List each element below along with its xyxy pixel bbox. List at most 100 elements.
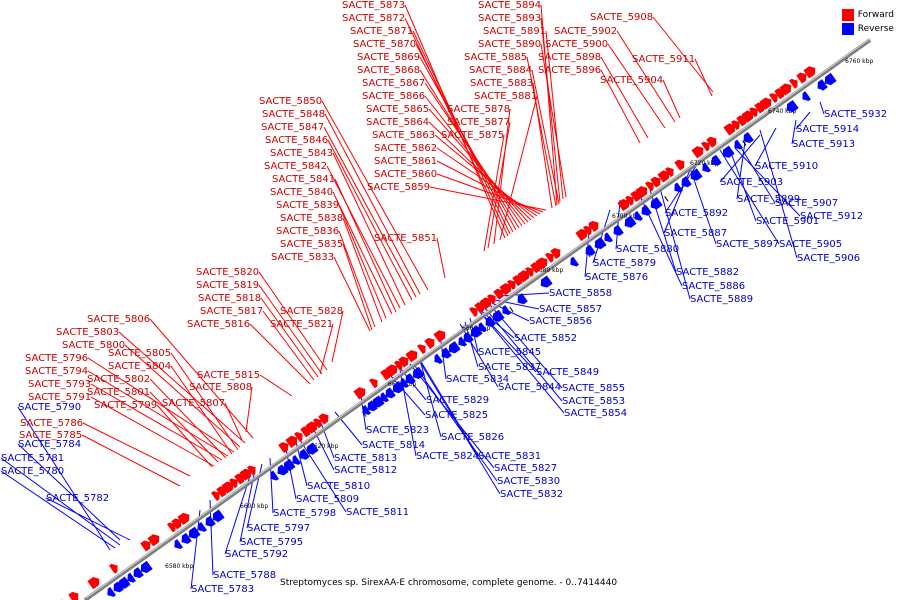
reverse-gene-label[interactable]: SACTE_5811	[346, 507, 409, 518]
forward-gene-arrow[interactable]	[674, 159, 685, 171]
reverse-gene-label[interactable]: SACTE_5831	[478, 451, 541, 462]
forward-gene-label[interactable]: SACTE_5900	[545, 39, 608, 50]
reverse-gene-arrow[interactable]	[570, 256, 579, 267]
reverse-gene-label[interactable]: SACTE_5857	[539, 304, 602, 315]
forward-gene-arrow[interactable]	[234, 473, 245, 485]
forward-gene-label[interactable]: SACTE_5862	[374, 143, 437, 154]
reverse-gene-label[interactable]: SACTE_5826	[441, 432, 504, 443]
forward-gene-label[interactable]: SACTE_5848	[262, 109, 325, 120]
forward-gene-arrow[interactable]	[575, 228, 588, 242]
forward-gene-label[interactable]: SACTE_5851	[374, 233, 437, 244]
forward-gene-arrow[interactable]	[68, 591, 79, 600]
reverse-gene-label[interactable]: SACTE_5912	[800, 211, 863, 222]
reverse-gene-label[interactable]: SACTE_5810	[307, 481, 370, 492]
forward-gene-arrow[interactable]	[779, 83, 792, 96]
reverse-gene-label[interactable]: SACTE_5809	[296, 494, 359, 505]
forward-gene-label[interactable]: SACTE_5868	[357, 65, 420, 76]
reverse-gene-label[interactable]: SACTE_5837	[478, 362, 541, 373]
forward-gene-label[interactable]: SACTE_5847	[261, 122, 324, 133]
forward-gene-arrow[interactable]	[635, 186, 648, 199]
reverse-gene-arrow[interactable]	[517, 293, 528, 305]
forward-gene-label[interactable]: SACTE_5846	[265, 135, 328, 146]
forward-gene-label[interactable]: SACTE_5863	[372, 130, 435, 141]
reverse-gene-label[interactable]: SACTE_5852	[514, 333, 577, 344]
reverse-gene-arrow[interactable]	[641, 204, 652, 216]
forward-gene-label[interactable]: SACTE_5865	[366, 104, 429, 115]
reverse-gene-arrow[interactable]	[624, 215, 637, 228]
reverse-gene-label[interactable]: SACTE_5813	[334, 453, 397, 464]
reverse-gene-label[interactable]: SACTE_5783	[191, 584, 254, 595]
reverse-gene-arrow[interactable]	[540, 275, 553, 288]
reverse-gene-arrow[interactable]	[690, 168, 703, 181]
forward-gene-arrow[interactable]	[313, 418, 322, 429]
forward-gene-arrow[interactable]	[759, 97, 772, 110]
forward-gene-arrow[interactable]	[353, 387, 366, 400]
reverse-gene-arrow[interactable]	[604, 232, 613, 243]
forward-gene-arrow[interactable]	[239, 468, 252, 481]
forward-gene-arrow[interactable]	[417, 344, 426, 355]
forward-gene-label[interactable]: SACTE_5860	[374, 169, 437, 180]
forward-gene-arrow[interactable]	[535, 257, 548, 270]
forward-gene-arrow[interactable]	[216, 486, 227, 498]
forward-gene-label[interactable]: SACTE_5803	[56, 327, 119, 338]
forward-gene-arrow[interactable]	[433, 330, 446, 343]
forward-gene-label[interactable]: SACTE_5902	[554, 26, 617, 37]
reverse-gene-arrow[interactable]	[412, 366, 425, 379]
forward-gene-label[interactable]: SACTE_5796	[25, 353, 88, 364]
forward-gene-arrow[interactable]	[87, 577, 100, 590]
forward-gene-arrow[interactable]	[645, 181, 654, 192]
forward-gene-arrow[interactable]	[469, 307, 478, 317]
forward-gene-label[interactable]: SACTE_5785	[19, 430, 82, 441]
reverse-gene-label[interactable]: SACTE_5856	[529, 316, 592, 327]
reverse-gene-label[interactable]: SACTE_5780	[1, 466, 64, 477]
reverse-gene-arrow[interactable]	[292, 454, 301, 465]
forward-gene-arrow[interactable]	[736, 115, 747, 127]
reverse-gene-label[interactable]: SACTE_5903	[720, 177, 783, 188]
forward-gene-arrow[interactable]	[550, 248, 561, 260]
forward-gene-label[interactable]: SACTE_5864	[366, 117, 429, 128]
reverse-gene-arrow[interactable]	[702, 162, 711, 173]
reverse-gene-arrow[interactable]	[711, 154, 722, 166]
reverse-gene-arrow[interactable]	[502, 305, 511, 316]
reverse-gene-label[interactable]: SACTE_5827	[494, 463, 557, 474]
forward-gene-arrow[interactable]	[774, 88, 785, 100]
forward-gene-label[interactable]: SACTE_5836	[276, 226, 339, 237]
forward-gene-label[interactable]: SACTE_5815	[197, 370, 260, 381]
reverse-gene-label[interactable]: SACTE_5914	[796, 124, 859, 135]
forward-gene-arrow[interactable]	[479, 297, 492, 310]
reverse-gene-arrow[interactable]	[470, 325, 483, 338]
forward-gene-label[interactable]: SACTE_5885	[464, 52, 527, 63]
forward-gene-label[interactable]: SACTE_5818	[198, 293, 261, 304]
reverse-gene-arrow[interactable]	[817, 79, 828, 91]
reverse-gene-label[interactable]: SACTE_5897	[716, 239, 779, 250]
reverse-gene-arrow[interactable]	[734, 139, 743, 150]
reverse-gene-label[interactable]: SACTE_5879	[593, 258, 656, 269]
reverse-gene-label[interactable]: SACTE_5797	[247, 523, 310, 534]
reverse-gene-arrow[interactable]	[405, 373, 416, 385]
forward-gene-label[interactable]: SACTE_5839	[276, 200, 339, 211]
reverse-gene-arrow[interactable]	[188, 526, 201, 539]
forward-gene-arrow[interactable]	[394, 360, 403, 371]
forward-gene-arrow[interactable]	[405, 350, 418, 363]
reverse-gene-arrow[interactable]	[824, 72, 837, 86]
forward-gene-arrow[interactable]	[769, 93, 778, 103]
forward-gene-arrow[interactable]	[221, 481, 234, 494]
forward-gene-arrow[interactable]	[723, 123, 736, 136]
reverse-gene-label[interactable]: SACTE_5830	[497, 476, 560, 487]
reverse-gene-label[interactable]: SACTE_5781	[1, 453, 64, 464]
forward-gene-arrow[interactable]	[803, 66, 816, 79]
forward-gene-label[interactable]: SACTE_5817	[200, 306, 263, 317]
forward-gene-arrow[interactable]	[211, 491, 220, 502]
reverse-gene-arrow[interactable]	[441, 347, 452, 359]
forward-gene-arrow[interactable]	[701, 141, 710, 152]
reverse-gene-label[interactable]: SACTE_5886	[682, 281, 745, 292]
reverse-gene-label[interactable]: SACTE_5845	[478, 347, 541, 358]
forward-gene-arrow[interactable]	[665, 167, 674, 178]
reverse-gene-arrow[interactable]	[299, 448, 310, 460]
reverse-gene-label[interactable]: SACTE_5795	[240, 537, 303, 548]
forward-gene-label[interactable]: SACTE_5877	[447, 117, 510, 128]
forward-gene-arrow[interactable]	[318, 413, 329, 425]
reverse-gene-arrow[interactable]	[613, 224, 624, 236]
forward-gene-label[interactable]: SACTE_5805	[108, 348, 171, 359]
reverse-gene-arrow[interactable]	[380, 392, 389, 403]
